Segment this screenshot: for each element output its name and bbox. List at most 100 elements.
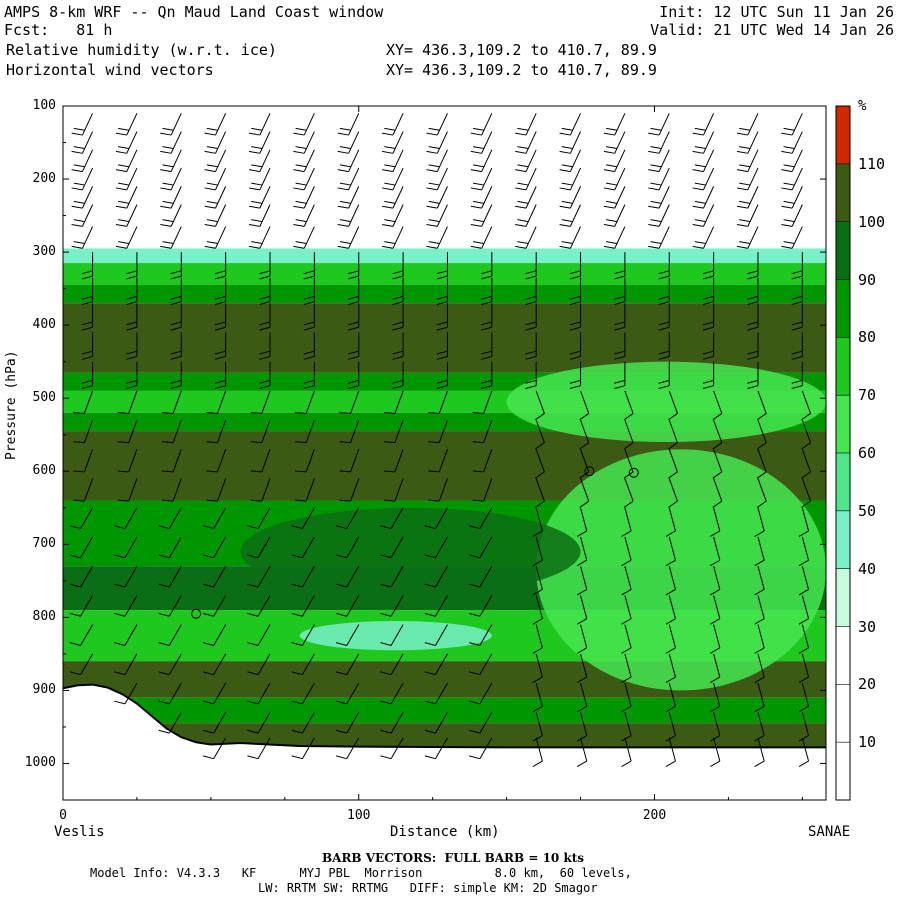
- barb-flag: [293, 245, 305, 249]
- wind-barb: [756, 449, 767, 479]
- barb-flag: [515, 132, 527, 136]
- barb-shaft: [348, 131, 360, 154]
- barb-shaft: [303, 113, 315, 136]
- barb-flag: [204, 245, 216, 249]
- wind-barb: [202, 507, 227, 530]
- barb-flag: [694, 146, 706, 150]
- wind-barb: [247, 624, 271, 646]
- barb-flag: [470, 245, 482, 249]
- barb-flag: [73, 164, 85, 168]
- wind-barb: [206, 419, 227, 444]
- y-tick-label: 1000: [24, 755, 56, 771]
- barb-flag: [576, 530, 588, 537]
- barb-flag: [781, 132, 793, 136]
- barb-flag: [426, 245, 438, 249]
- barb-flag: [170, 379, 182, 384]
- wind-barb: [710, 536, 721, 567]
- barb-shaft: [80, 565, 94, 588]
- barb-flag: [481, 295, 492, 300]
- barb-flag: [73, 127, 85, 131]
- wind-barb: [754, 507, 765, 537]
- barb-flag: [162, 127, 174, 131]
- barb-flag: [382, 187, 394, 191]
- barb-flag: [665, 647, 676, 654]
- barb-flag: [118, 219, 130, 223]
- barb-shaft: [394, 478, 404, 502]
- wind-barb: [791, 361, 803, 390]
- barb-shaft: [580, 478, 590, 502]
- barb-shaft: [535, 682, 543, 707]
- barb-flag: [648, 187, 660, 191]
- barb-flag: [559, 245, 571, 249]
- barb-flag: [291, 525, 303, 530]
- barb-flag: [798, 559, 809, 567]
- barb-shaft: [435, 737, 448, 759]
- barb-flag: [380, 525, 392, 530]
- barb-flag: [754, 760, 765, 768]
- wind-barb: [559, 186, 581, 209]
- barb-flag: [621, 647, 632, 654]
- barb-flag: [81, 270, 93, 275]
- barb-shaft: [757, 712, 765, 736]
- barb-flag: [648, 205, 660, 209]
- rh-feature: [299, 621, 492, 651]
- wind-barb: [481, 361, 493, 390]
- barb-shaft: [479, 682, 493, 705]
- wind-barb: [621, 624, 632, 654]
- barb-flag: [481, 275, 492, 280]
- barb-flag: [791, 270, 803, 275]
- field-rh-label: Relative humidity (w.r.t. ice): [6, 41, 277, 59]
- terrain: [62, 683, 826, 800]
- wind-barb: [469, 737, 493, 760]
- barb-flag: [170, 321, 182, 326]
- barb-shaft: [438, 478, 448, 502]
- barb-shaft: [215, 131, 227, 154]
- barb-shaft: [215, 226, 227, 249]
- barb-flag: [162, 219, 174, 223]
- barb-flag: [694, 182, 706, 186]
- wind-barb: [158, 595, 182, 617]
- barb-shaft: [703, 131, 715, 154]
- wind-barb: [603, 131, 626, 154]
- barb-flag: [295, 412, 307, 414]
- wind-barb: [160, 113, 182, 136]
- barb-flag: [517, 219, 529, 223]
- barb-flag: [559, 150, 571, 154]
- wind-barb: [710, 737, 721, 768]
- barb-flag: [739, 164, 751, 168]
- barb-flag: [754, 735, 765, 742]
- calm-circle: [628, 467, 639, 478]
- barb-flag: [81, 379, 93, 384]
- wind-barb: [736, 113, 759, 136]
- barb-flag: [291, 642, 303, 646]
- wind-barb: [535, 419, 545, 450]
- barb-flag: [736, 245, 748, 249]
- wind-barb: [126, 361, 138, 390]
- barb-flag: [303, 275, 315, 280]
- barb-flag: [71, 169, 83, 173]
- barb-flag: [392, 355, 404, 360]
- barb-flag: [247, 700, 259, 705]
- wind-barb: [424, 737, 448, 760]
- wind-barb: [162, 419, 182, 444]
- wind-barb: [114, 653, 138, 676]
- barb-shaft: [525, 131, 537, 154]
- wind-barb: [791, 303, 803, 331]
- wind-barb: [291, 624, 315, 646]
- barb-flag: [747, 355, 759, 360]
- wind-barb: [702, 361, 715, 390]
- barb-flag: [347, 321, 359, 326]
- barb-shaft: [81, 186, 94, 209]
- barb-flag: [710, 676, 721, 684]
- barb-shaft: [301, 595, 315, 617]
- barb-flag: [347, 385, 359, 390]
- barb-shaft: [438, 419, 448, 443]
- wind-barb: [115, 113, 138, 136]
- barb-flag: [692, 245, 704, 249]
- barb-flag: [162, 182, 174, 186]
- barb-flag: [259, 350, 271, 355]
- wind-barb: [162, 478, 182, 502]
- barb-shaft: [257, 507, 271, 529]
- wind-barb: [692, 131, 715, 154]
- wind-barb: [202, 624, 227, 646]
